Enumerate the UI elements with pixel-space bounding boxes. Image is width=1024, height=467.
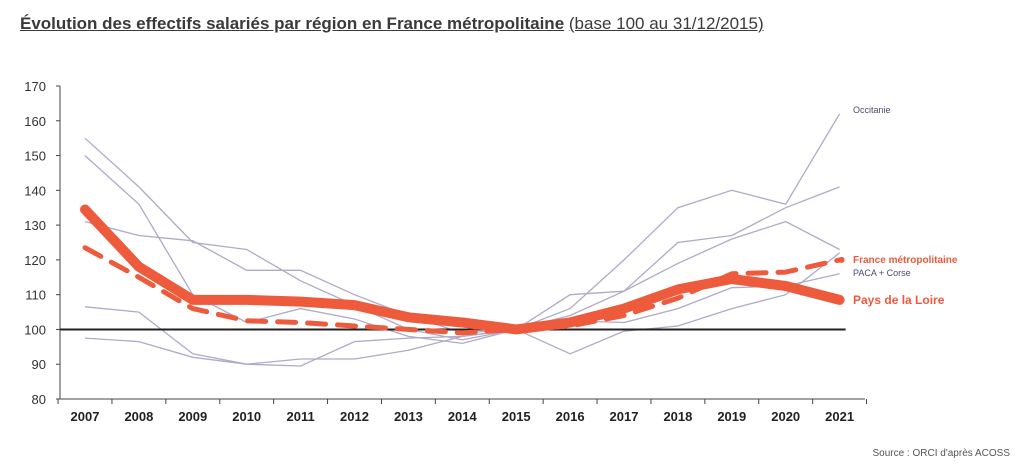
x-tick-label: 2019 bbox=[717, 409, 746, 424]
y-axis: 80 90 100 110 120 130 140 150 160 170 bbox=[24, 79, 61, 407]
label-france-metropolitaine: France métropolitaine bbox=[853, 255, 958, 266]
region-series bbox=[84, 113, 841, 367]
x-tick-label: 2010 bbox=[232, 409, 261, 424]
source-note: Source : ORCI d'après ACOSS bbox=[872, 448, 1010, 459]
y-tick-label: 170 bbox=[24, 79, 46, 94]
label-paca-corse: PACA + Corse bbox=[853, 268, 911, 278]
y-tick-label: 80 bbox=[32, 392, 46, 407]
chart-title: Évolution des effectifs salariés par rég… bbox=[20, 14, 565, 33]
y-tick-label: 150 bbox=[24, 149, 46, 164]
x-tick-label: 2016 bbox=[556, 409, 585, 424]
y-tick-label: 120 bbox=[24, 253, 46, 268]
region-series-line bbox=[84, 252, 840, 367]
series-line-pays-de-la-loire bbox=[80, 204, 845, 335]
x-tick-label: 2015 bbox=[502, 409, 531, 424]
x-tick-label: 2017 bbox=[610, 409, 639, 424]
series-line-france-metropolitaine bbox=[82, 245, 843, 336]
region-series-line bbox=[84, 113, 841, 341]
chart-title-block: Évolution des effectifs salariés par rég… bbox=[20, 14, 764, 34]
x-tick-label: 2020 bbox=[771, 409, 800, 424]
y-tick-label: 130 bbox=[24, 218, 46, 233]
x-tick-label: 2011 bbox=[286, 409, 314, 424]
y-tick-label: 110 bbox=[25, 288, 46, 303]
label-occitanie: Occitanie bbox=[853, 105, 891, 115]
x-tick-label: 2021 bbox=[825, 409, 854, 424]
y-tick-label: 140 bbox=[24, 183, 46, 198]
x-tick-label: 2014 bbox=[448, 409, 478, 424]
y-tick-label: 160 bbox=[24, 114, 46, 129]
series-labels: Occitanie France métropolitaine PACA + Cor… bbox=[853, 105, 958, 307]
x-tick-label: 2007 bbox=[71, 409, 100, 424]
highlight-series bbox=[80, 204, 845, 336]
x-tick-label: 2009 bbox=[178, 409, 207, 424]
x-tick-label: 2018 bbox=[663, 409, 692, 424]
x-tick-label: 2008 bbox=[124, 409, 153, 424]
chart-subtitle: (base 100 au 31/12/2015) bbox=[568, 14, 764, 33]
region-series-line bbox=[84, 155, 840, 345]
x-tick-label: 2013 bbox=[394, 409, 423, 424]
x-axis: 2007 2008 2009 2010 2011 2012 2013 2014 2015 2016… bbox=[57, 398, 868, 424]
y-tick-label: 90 bbox=[32, 357, 46, 372]
france-end-marker bbox=[838, 256, 845, 263]
label-pays-de-la-loire: Pays de la Loire bbox=[853, 293, 945, 307]
y-tick-label: 100 bbox=[24, 322, 46, 337]
x-tick-label: 2012 bbox=[340, 409, 369, 424]
